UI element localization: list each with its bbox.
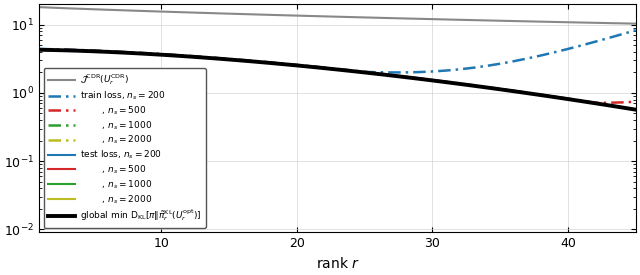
X-axis label: rank $r$: rank $r$ <box>316 256 360 271</box>
Legend: $\mathcal{J}^{\mathrm{CDR}}(U_r^{\mathrm{CDR}})$, train loss, $n_s = 200$, $\qua: $\mathcal{J}^{\mathrm{CDR}}(U_r^{\mathrm… <box>44 68 205 228</box>
